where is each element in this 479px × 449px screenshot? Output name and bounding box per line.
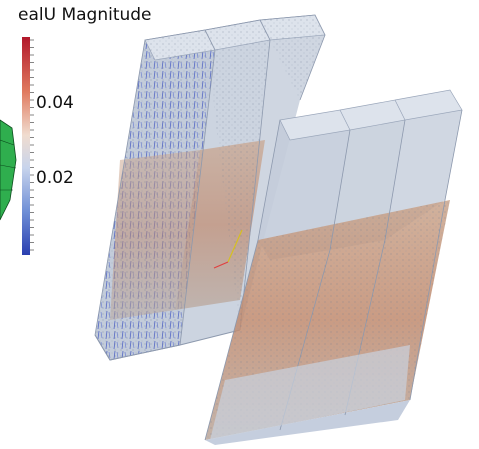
color-bar-tick-label: 0.02 <box>36 168 74 188</box>
color-bar-ramp <box>22 37 30 255</box>
render-view: ealU Magnitude 0.04 0.02 <box>0 0 479 449</box>
color-bar-tick-label: 0.04 <box>36 93 74 113</box>
color-bar-ticks <box>30 40 34 250</box>
scene: ealU Magnitude 0.04 0.02 <box>0 0 479 449</box>
color-bar-title: ealU Magnitude <box>18 5 152 25</box>
green-object <box>0 120 16 220</box>
